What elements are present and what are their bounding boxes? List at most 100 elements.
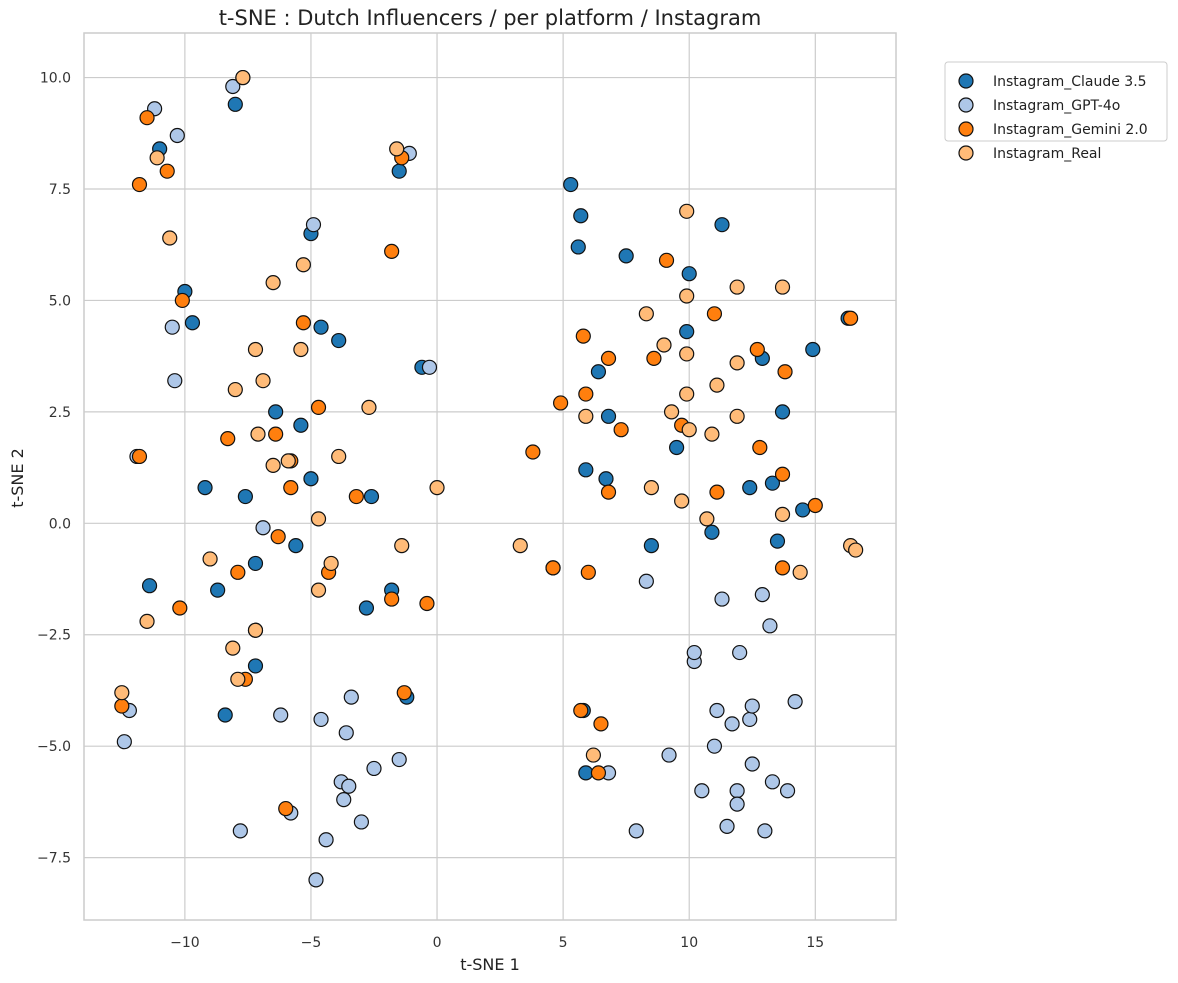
data-point-series-1 [706,738,723,754]
data-point-series-2 [613,422,629,438]
data-point-series-3 [227,381,243,398]
data-point-series-3 [512,537,528,554]
legend: Instagram_Claude 3.5 Instagram_GPT-4o Inst… [944,61,1168,162]
legend-box [944,61,1168,142]
x-tick-label: 15 [806,935,824,951]
data-point-series-2 [752,439,768,456]
data-point-series-1 [232,823,248,839]
data-point-series-3 [310,582,327,598]
data-point-series-0 [217,707,233,723]
chart-title: t-SNE : Dutch Influencers / per platform… [219,6,762,30]
data-point-series-3 [202,551,218,567]
data-point-series-3 [679,288,695,304]
data-point-series-3 [295,257,311,273]
data-point-series-3 [310,511,327,527]
data-point-series-1 [341,778,357,794]
data-point-series-0 [578,462,594,478]
data-point-series-2 [139,110,155,126]
data-point-series-3 [679,386,695,402]
data-point-series-0 [563,176,579,193]
data-point-series-0 [184,315,201,331]
data-point-series-3 [247,622,264,638]
data-point-series-3 [225,640,241,656]
data-point-series-3 [578,408,594,424]
data-point-series-2 [545,560,561,576]
data-point-series-0 [714,217,730,233]
data-point-series-3 [643,480,659,496]
y-tick-label: 7.5 [49,182,71,198]
data-point-series-1 [318,832,334,848]
data-point-series-1 [313,711,329,728]
data-point-series-3 [656,337,672,353]
legend-marker [958,121,974,137]
data-point-series-0 [618,248,634,264]
data-point-series-2 [777,364,793,380]
data-point-series-3 [149,150,165,166]
data-point-series-2 [310,399,327,416]
data-point-series-2 [159,163,175,179]
data-point-series-3 [361,399,377,416]
y-tick-label: −5.0 [37,739,71,755]
data-point-series-2 [525,444,541,460]
data-point-series-2 [774,466,791,482]
data-point-series-2 [600,350,617,366]
data-point-series-3 [265,457,281,473]
data-point-series-1 [732,644,748,661]
data-point-series-2 [268,426,284,442]
data-point-series-2 [131,448,148,465]
data-point-series-1 [116,734,132,750]
data-point-series-2 [174,292,190,309]
data-point-series-2 [593,716,609,732]
data-point-series-3 [585,747,601,763]
data-point-series-1 [686,644,702,661]
legend-label: Instagram_GPT-4o [993,98,1120,114]
data-point-series-2 [220,431,236,447]
data-point-series-1 [391,751,407,768]
data-point-series-1 [338,725,354,741]
data-point-series-0 [237,488,253,505]
data-point-series-3 [638,306,654,322]
data-point-series-2 [553,395,569,411]
data-point-series-3 [674,493,690,509]
data-point-series-2 [807,497,823,514]
data-point-series-1 [757,823,773,839]
data-point-series-2 [230,564,246,580]
data-point-series-0 [197,480,213,496]
plot-area-frame [83,32,897,921]
data-point-series-2 [278,800,294,817]
data-point-series-2 [419,595,435,612]
data-point-series-2 [658,252,675,268]
data-point-series-2 [600,484,617,500]
y-axis-label: t-SNE 2 [8,448,27,508]
data-point-series-1 [709,702,725,719]
data-point-series-1 [754,587,770,603]
data-point-series-1 [638,573,654,589]
data-point-series-2 [575,328,591,344]
y-tick-label: −7.5 [37,851,71,867]
data-point-series-3 [255,373,271,389]
data-point-series-3 [139,613,155,629]
data-point-series-2 [580,564,596,580]
legend-label: Instagram_Claude 3.5 [993,74,1147,90]
data-point-series-0 [643,537,659,554]
data-point-series-3 [699,511,715,527]
x-tick-label: 10 [680,935,698,951]
data-point-series-3 [265,275,281,291]
data-point-series-3 [774,506,791,522]
data-point-series-2 [646,350,662,366]
data-point-series-2 [706,306,723,322]
data-point-series-0 [227,96,243,112]
data-point-series-3 [679,346,695,362]
x-tick-label: 0 [433,935,442,951]
data-point-series-1 [694,783,710,799]
data-point-series-1 [308,872,324,888]
x-tick-label: 5 [559,935,568,951]
data-point-series-3 [663,404,680,420]
data-point-series-0 [303,471,319,487]
data-point-series-0 [210,582,226,598]
data-point-series-1 [744,756,760,772]
data-point-series-3 [709,377,725,393]
data-point-series-1 [742,711,758,728]
data-point-series-3 [280,453,296,469]
